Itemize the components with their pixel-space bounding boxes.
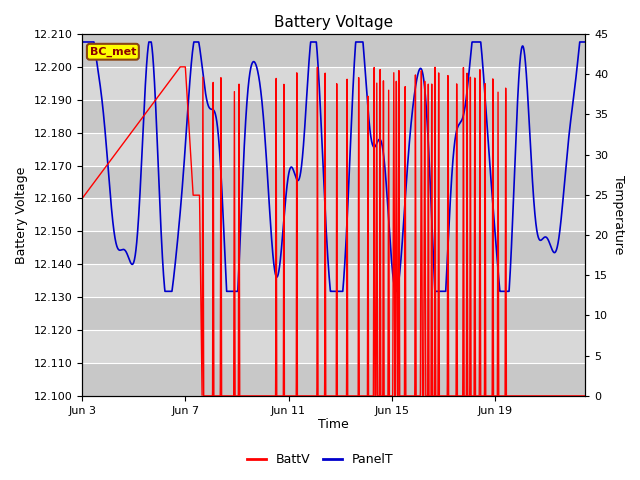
Bar: [82, 264, 585, 297]
Y-axis label: Temperature: Temperature: [612, 175, 625, 254]
Title: Battery Voltage: Battery Voltage: [274, 15, 393, 30]
Bar: [82, 198, 585, 231]
Bar: [82, 363, 585, 396]
Bar: [82, 34, 585, 67]
Bar: [82, 100, 585, 132]
Bar: [82, 67, 585, 100]
Bar: [82, 231, 585, 264]
Bar: [82, 132, 585, 166]
Bar: [82, 297, 585, 330]
Y-axis label: Battery Voltage: Battery Voltage: [15, 166, 28, 264]
Legend: BattV, PanelT: BattV, PanelT: [242, 448, 398, 471]
X-axis label: Time: Time: [318, 419, 349, 432]
Bar: [82, 166, 585, 198]
Text: BC_met: BC_met: [90, 47, 136, 57]
Bar: [82, 330, 585, 363]
